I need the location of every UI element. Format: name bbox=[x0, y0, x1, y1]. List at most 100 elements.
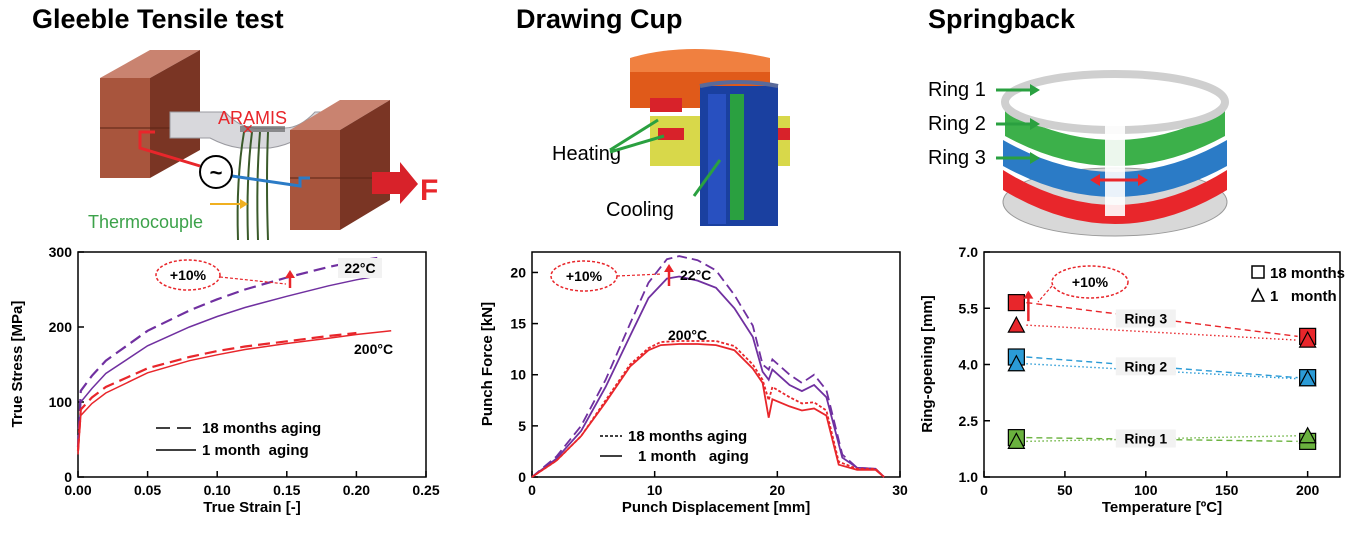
legend-18-months: 18 months aging bbox=[628, 428, 747, 445]
y-tick-label: 15 bbox=[510, 316, 526, 332]
springback-illustration: Ring 1 Ring 2 Ring 3 bbox=[928, 70, 1229, 237]
x-tick-label: 150 bbox=[1215, 482, 1239, 498]
punch bbox=[699, 80, 779, 226]
series-line-200c-1-month bbox=[77, 330, 392, 455]
plus10-label: +10% bbox=[1072, 274, 1109, 290]
x-tick-label: 0.05 bbox=[134, 482, 161, 498]
cooling-label: Cooling bbox=[606, 199, 674, 221]
x-tick-label: 100 bbox=[1134, 482, 1158, 498]
series-line-22c-1-month bbox=[531, 275, 885, 478]
current-wire-blue bbox=[231, 174, 310, 188]
series-line-200c-18-months bbox=[531, 340, 885, 478]
ac-symbol: ~ bbox=[210, 160, 223, 185]
axis-ticks: 0.00 0.05 0.10 0.15 0.20 0.25 0 100 200 300 bbox=[49, 244, 440, 498]
springback-title: Springback bbox=[928, 4, 1076, 34]
heating-arrow-2 bbox=[609, 134, 665, 154]
aramis-label: ARAMIS bbox=[218, 108, 287, 128]
drawing-cup-illustration: Heating Cooling bbox=[552, 49, 790, 226]
opening-arrowhead-left bbox=[1090, 174, 1100, 186]
marker-triangle-red bbox=[1007, 315, 1026, 333]
legend-1-month: 1 month aging bbox=[202, 442, 309, 459]
ring-label-ring-2: Ring 2 bbox=[1124, 358, 1167, 374]
thermocouple-label: Thermocouple bbox=[88, 212, 203, 232]
heating-arrow-1 bbox=[609, 118, 659, 152]
x-tick-label: 200 bbox=[1296, 482, 1320, 498]
legend-1-month: 1 month bbox=[1270, 288, 1337, 305]
series-group bbox=[76, 256, 392, 455]
label-22c: 22°C bbox=[680, 267, 711, 283]
y-tick-label: 4.0 bbox=[959, 357, 979, 373]
marker-square-red bbox=[1007, 294, 1025, 312]
legend-triangle-swatch bbox=[1250, 287, 1266, 302]
ring3-arrowhead bbox=[1030, 152, 1040, 164]
heating-label: Heating bbox=[552, 143, 621, 165]
series-line-200c-18-months bbox=[76, 331, 357, 451]
plot-frame bbox=[77, 251, 427, 478]
marker-triangle-green bbox=[1007, 432, 1026, 449]
y-tick-label: 20 bbox=[510, 264, 526, 280]
trend-line-red-18-months bbox=[1026, 301, 1298, 338]
plus10-pointer bbox=[1037, 285, 1053, 303]
y-tick-label: 300 bbox=[49, 244, 73, 260]
marker-triangle-green bbox=[1298, 426, 1317, 444]
y-tick-label: 100 bbox=[49, 394, 73, 410]
right-grip-block bbox=[290, 100, 390, 230]
marker-triangle-blue bbox=[1298, 369, 1317, 387]
y-axis-label: True Stress [MPa] bbox=[9, 301, 26, 428]
tensile-title: Gleeble Tensile test bbox=[32, 4, 284, 34]
series-group bbox=[531, 255, 885, 478]
ring-stack bbox=[1001, 70, 1229, 237]
x-tick-label: 0.10 bbox=[204, 482, 231, 498]
label-200c: 200°C bbox=[668, 327, 707, 343]
force-arrow-icon bbox=[372, 162, 418, 204]
series-line-22c-18-months bbox=[76, 256, 378, 448]
x-tick-label: 0.25 bbox=[412, 482, 439, 498]
cup-title: Drawing Cup bbox=[516, 4, 683, 34]
y-tick-label: 7.0 bbox=[959, 244, 979, 260]
y-tick-label: 5.5 bbox=[959, 300, 979, 316]
legend-1-month: 1 month aging bbox=[638, 448, 749, 465]
tensile-chart: 0.00 0.05 0.10 0.15 0.20 0.25 0 100 200 300 True … bbox=[9, 244, 440, 516]
plus10-arrowhead bbox=[285, 270, 295, 278]
label-22c-box bbox=[338, 258, 382, 278]
y-axis-label: Ring-opening [mm] bbox=[919, 295, 936, 432]
axis-ticks: 0 10 20 30 0 5 10 15 20 bbox=[510, 264, 908, 498]
y-tick-label: 10 bbox=[510, 367, 526, 383]
plus10-bubble bbox=[155, 259, 221, 291]
x-axis-label: True Strain [-] bbox=[203, 499, 301, 516]
series-line-22c-18-months bbox=[531, 255, 885, 478]
trend-line-blue-18-months bbox=[1026, 356, 1298, 379]
series-line-22c-1-month bbox=[77, 275, 378, 451]
y-tick-label: 5 bbox=[518, 418, 526, 434]
plot-frame bbox=[531, 251, 901, 478]
y-axis-label: Punch Force [kN] bbox=[479, 302, 496, 426]
label-22c: 22°C bbox=[344, 260, 375, 276]
ring-label-box bbox=[1115, 357, 1176, 376]
trend-line-green-1-month bbox=[1026, 435, 1298, 443]
x-tick-label: 10 bbox=[647, 482, 663, 498]
plus10-bubble bbox=[1051, 265, 1129, 299]
ring-label-box bbox=[1115, 309, 1176, 328]
x-axis-label: Temperature [ºC] bbox=[1102, 499, 1222, 516]
x-tick-label: 0 bbox=[528, 482, 536, 498]
ring-label-box bbox=[1115, 429, 1176, 448]
plus10-pointer bbox=[616, 273, 663, 277]
plus10-pointer bbox=[219, 276, 287, 285]
y-tick-label: 2.5 bbox=[959, 413, 979, 429]
x-tick-label: 30 bbox=[892, 482, 908, 498]
ring-label-ring-1: Ring 1 bbox=[1124, 431, 1167, 447]
marker-triangle-blue bbox=[1007, 354, 1026, 372]
opening-arrowhead-right bbox=[1138, 174, 1148, 186]
x-tick-label: 20 bbox=[770, 482, 786, 498]
ring3-label: Ring 3 bbox=[928, 147, 986, 169]
ring1-label: Ring 1 bbox=[928, 79, 986, 101]
x-axis-label: Punch Displacement [mm] bbox=[622, 499, 810, 516]
cooling-arrow bbox=[692, 159, 722, 197]
gleeble-illustration: ~ ARAMIS ✕ F Thermocouple bbox=[88, 50, 438, 241]
ring2-label: Ring 2 bbox=[928, 113, 986, 135]
trend-line-red-1-month bbox=[1026, 324, 1298, 341]
legend-18-months: 18 months bbox=[1270, 265, 1345, 282]
x-tick-label: 0.15 bbox=[273, 482, 300, 498]
force-label: F bbox=[420, 174, 438, 207]
ring2-arrowhead bbox=[1030, 118, 1040, 130]
